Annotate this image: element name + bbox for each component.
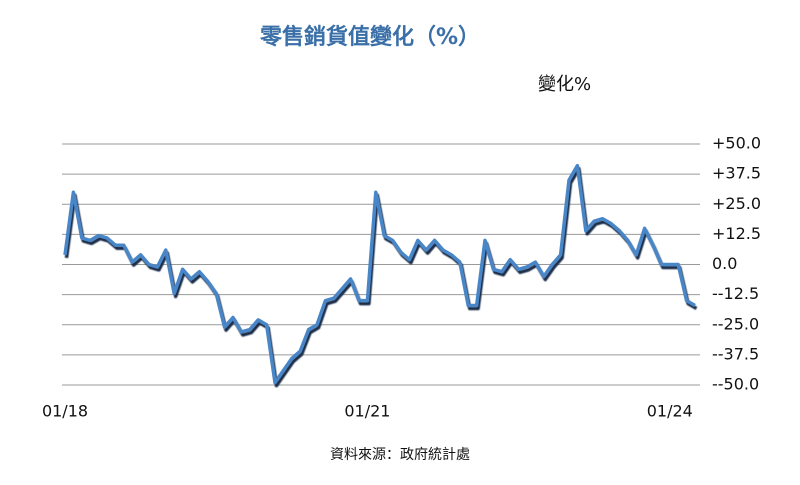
y-tick-label: +25.0 [712, 194, 761, 213]
y-tick-label: --37.5 [712, 344, 759, 363]
y-tick-label: +37.5 [712, 164, 761, 183]
y-tick-label: +12.5 [712, 224, 761, 243]
chart-title: 零售銷貨值變化（%） [259, 24, 480, 50]
y-tick-label: --50.0 [712, 375, 759, 394]
x-tick-label: 01/24 [647, 402, 693, 421]
source-note: 資料來源：政府統計處 [330, 447, 470, 463]
data-line [63, 163, 696, 385]
y-tick-label: --12.5 [712, 284, 759, 303]
legend-label: 變化% [538, 74, 591, 95]
y-tick-label: 0.0 [712, 254, 737, 273]
x-tick-label: 01/18 [42, 402, 88, 421]
y-tick-label: +50.0 [712, 134, 761, 153]
y-tick-label: --25.0 [712, 314, 759, 333]
x-tick-label: 01/21 [344, 402, 390, 421]
